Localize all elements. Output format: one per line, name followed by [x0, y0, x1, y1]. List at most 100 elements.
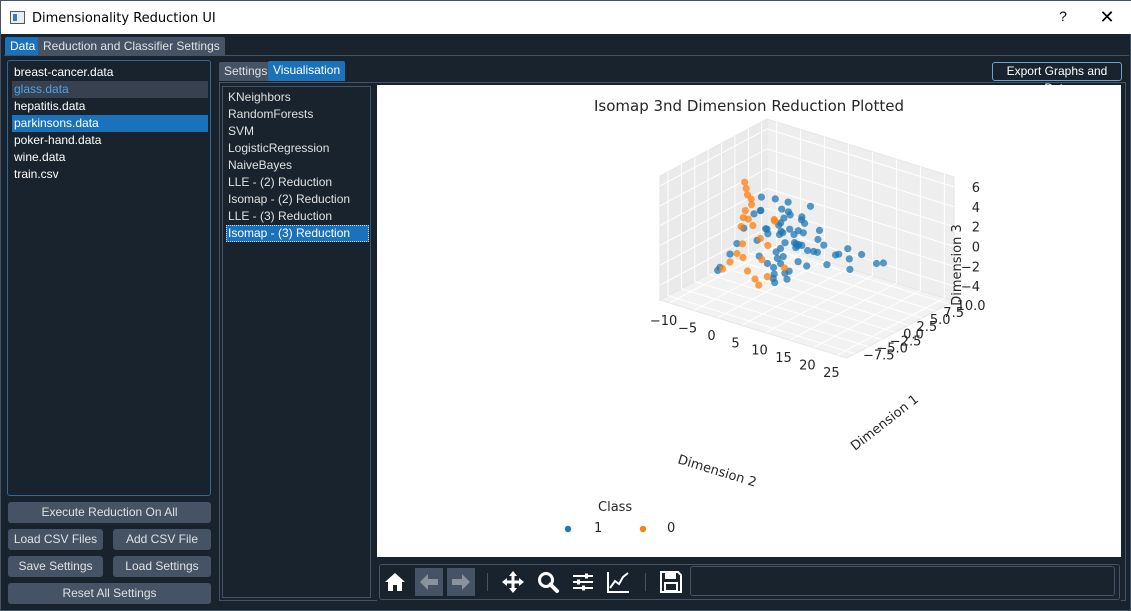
data-point-class-1 — [879, 259, 887, 267]
data-points — [714, 178, 887, 289]
tick-label: 2 — [972, 221, 980, 236]
data-point-class-0 — [758, 256, 766, 264]
data-point-class-1 — [835, 250, 843, 258]
grid-line — [734, 259, 923, 319]
data-point-class-1 — [858, 250, 866, 259]
plot-canvas[interactable]: Isomap 3nd Dimension Reduction Plotted −… — [377, 85, 1121, 557]
grid-line — [766, 148, 955, 208]
tick-label: 20 — [799, 359, 816, 374]
load-settings-button[interactable]: Load Settings — [113, 556, 211, 577]
grid-line — [765, 275, 873, 334]
file-item[interactable]: train.csv — [14, 167, 59, 181]
data-point-class-0 — [739, 253, 747, 262]
data-point-class-1 — [733, 240, 741, 248]
data-point-class-0 — [747, 201, 756, 209]
tick-label: 4 — [972, 201, 980, 216]
execute-reduction-button[interactable]: Execute Reduction On All — [8, 502, 211, 523]
file-item[interactable]: hepatitis.data — [14, 99, 86, 113]
help-button[interactable]: ? — [1059, 8, 1067, 24]
window-title: Dimensionality Reduction UI — [32, 11, 216, 26]
legend-marker-class-1 — [564, 525, 572, 533]
data-point-class-1 — [783, 275, 791, 283]
subplots-icon[interactable] — [569, 568, 597, 596]
tick-label: 10 — [751, 344, 768, 359]
data-point-class-1 — [872, 259, 881, 268]
tick-label: 0 — [972, 240, 980, 255]
tick-label: −10 — [650, 314, 677, 329]
axes-edit-icon[interactable] — [604, 568, 632, 596]
load-csv-files-button[interactable]: Load CSV Files — [8, 529, 103, 550]
tick-label: −2.5 — [890, 335, 922, 350]
tab-visualisation[interactable]: Visualisation — [268, 61, 346, 81]
file-list[interactable]: breast-cancer.data glass.data hepatitis.… — [7, 60, 211, 496]
method-item[interactable]: LLE - (3) Reduction — [228, 209, 333, 223]
data-point-class-1 — [798, 213, 806, 221]
file-item[interactable]: parkinsons.data — [12, 115, 208, 132]
method-item[interactable]: Isomap - (2) Reduction — [228, 192, 351, 206]
data-point-class-1 — [764, 230, 772, 238]
grid-line — [659, 227, 768, 286]
tick-labels: −10 −5 0 5 10 15 20 25−7.5−5.0−2.50.02.55.07.51… — [650, 181, 986, 381]
tab-data[interactable]: Data — [5, 37, 41, 56]
method-item[interactable]: KNeighbors — [228, 90, 291, 104]
pan-icon[interactable] — [499, 568, 527, 596]
file-item[interactable]: poker-hand.data — [14, 133, 102, 147]
grid-line — [717, 260, 825, 319]
method-item[interactable]: LLE - (2) Reduction — [228, 175, 333, 189]
data-point-class-0 — [780, 264, 788, 272]
home-icon[interactable] — [381, 568, 409, 596]
method-item[interactable]: NaiveBayes — [228, 158, 293, 172]
data-point-class-0 — [718, 265, 727, 273]
tab-settings[interactable]: Settings — [219, 62, 273, 81]
method-item[interactable]: RandomForests — [228, 107, 314, 121]
data-point-class-1 — [784, 208, 792, 216]
data-point-class-1 — [794, 258, 802, 266]
data-point-class-1 — [770, 263, 778, 272]
close-button[interactable]: ✕ — [1099, 7, 1115, 27]
data-point-class-0 — [763, 273, 771, 281]
file-item[interactable]: breast-cancer.data — [14, 65, 114, 79]
tick-label: −7.5 — [863, 349, 895, 364]
grid-line — [766, 207, 955, 267]
grid-line — [681, 288, 869, 348]
save-settings-button[interactable]: Save Settings — [8, 556, 103, 577]
method-item[interactable]: Isomap - (3) Reduction — [226, 225, 369, 242]
data-point-class-1 — [726, 250, 734, 258]
tick-label: 0 — [707, 329, 715, 344]
method-list[interactable]: KNeighbors RandomForests SVM LogisticReg… — [222, 86, 371, 598]
legend-title: Class — [598, 500, 632, 515]
data-point-class-1 — [820, 241, 828, 249]
save-icon[interactable] — [657, 568, 685, 596]
export-graphs-button[interactable]: Export Graphs and Data — [992, 62, 1122, 95]
tick-label: 2.5 — [917, 320, 938, 335]
tab-reduction-settings[interactable]: Reduction and Classifier Settings — [38, 37, 225, 56]
data-point-class-0 — [744, 215, 752, 223]
method-item[interactable]: SVM — [228, 124, 255, 138]
file-item[interactable]: glass.data — [12, 81, 208, 98]
reset-all-settings-button[interactable]: Reset All Settings — [8, 583, 211, 604]
data-point-class-1 — [776, 244, 785, 253]
chart-title: Isomap 3nd Dimension Reduction Plotted — [594, 97, 904, 115]
data-point-class-0 — [737, 223, 745, 231]
data-point-class-0 — [751, 275, 759, 283]
data-point-class-1 — [763, 259, 772, 268]
data-point-class-1 — [845, 255, 853, 263]
back-arrow-icon[interactable] — [415, 568, 443, 596]
data-point-class-1 — [794, 227, 802, 235]
zoom-icon[interactable] — [534, 568, 562, 596]
data-point-class-1 — [823, 261, 831, 269]
data-point-class-1 — [784, 198, 792, 206]
grid-line — [766, 128, 955, 188]
forward-arrow-icon[interactable] — [447, 568, 475, 596]
data-point-class-1 — [771, 195, 779, 203]
data-point-class-0 — [764, 241, 772, 250]
grid-line — [659, 128, 768, 187]
method-item[interactable]: LogisticRegression — [228, 141, 330, 155]
file-item[interactable]: wine.data — [14, 150, 66, 164]
tick-label: 5.0 — [930, 313, 951, 328]
grid-line — [659, 148, 768, 207]
legend-marker-class-0 — [639, 525, 647, 533]
data-point-class-1 — [750, 210, 758, 218]
add-csv-file-button[interactable]: Add CSV File — [113, 529, 211, 550]
tick-label: 15 — [775, 351, 792, 366]
